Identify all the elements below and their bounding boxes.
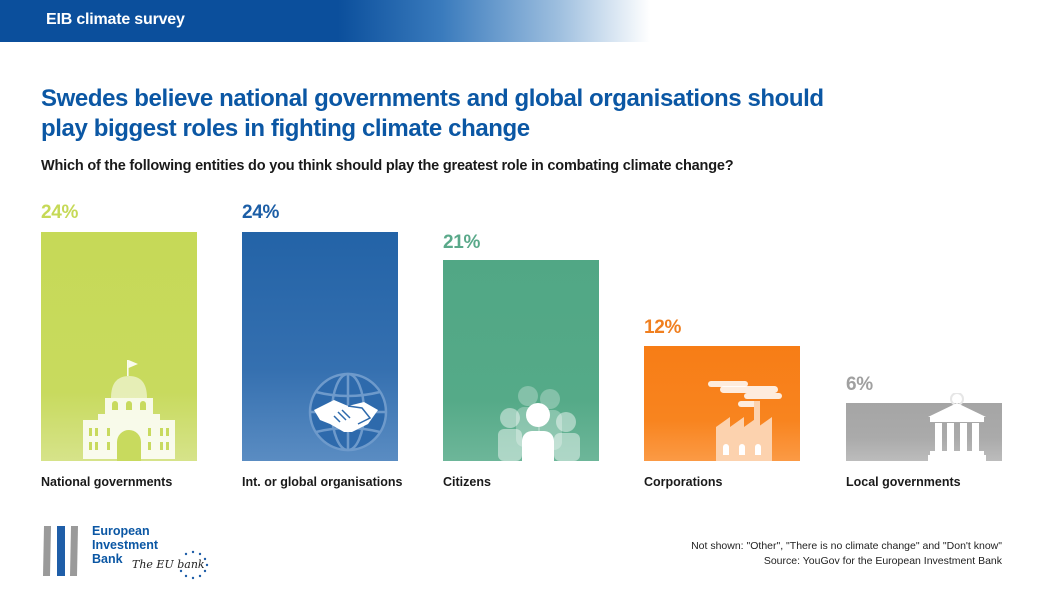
bar-value: 24% bbox=[242, 202, 280, 223]
eib-logo-text: European Investment Bank bbox=[92, 524, 158, 566]
logo-line-european: European bbox=[92, 524, 150, 538]
chart-subtitle: Which of the following entities do you t… bbox=[41, 158, 734, 174]
bar-citizens bbox=[443, 260, 599, 461]
bar-value: 6% bbox=[846, 374, 873, 395]
bar-local-governments bbox=[846, 393, 1002, 461]
not-shown-note: Not shown: "Other", "There is no climate… bbox=[691, 540, 1002, 552]
bar-value: 12% bbox=[644, 317, 682, 338]
band-title: EIB climate survey bbox=[46, 11, 185, 28]
source-note: Source: YouGov for the European Investme… bbox=[763, 555, 1002, 567]
eib-logo: European Investment Bank The EU bank bbox=[40, 522, 220, 584]
bar-global-organisations bbox=[242, 232, 398, 461]
globe-handshake-icon bbox=[308, 372, 388, 452]
category-label-local-governments: Local governments bbox=[846, 475, 961, 489]
eu-stars-icon bbox=[179, 550, 209, 580]
bar-value: 24% bbox=[41, 202, 79, 223]
town-hall-icon bbox=[928, 393, 986, 461]
category-label-national-governments: National governments bbox=[41, 475, 173, 489]
eib-logo-mark-icon bbox=[43, 526, 78, 576]
bar-national-governments bbox=[41, 232, 197, 461]
logo-line-bank: Bank bbox=[92, 552, 123, 566]
category-label-global-organisations: Int. or global organisations bbox=[242, 475, 403, 489]
factory-icon bbox=[708, 381, 782, 461]
people-group-icon bbox=[498, 386, 580, 461]
category-label-citizens: Citizens bbox=[443, 475, 491, 489]
eib-tagline: The EU bank bbox=[132, 558, 205, 571]
logo-line-investment: Investment bbox=[92, 538, 158, 552]
chart-title: Swedes believe national governments and … bbox=[41, 85, 824, 142]
bar-corporations bbox=[644, 346, 800, 461]
footnote: Not shown: "Other", "There is no climate… bbox=[691, 539, 1002, 569]
capitol-building-icon bbox=[83, 360, 175, 461]
header-band: EIB climate survey bbox=[0, 0, 650, 42]
category-label-corporations: Corporations bbox=[644, 475, 723, 489]
bar-value: 21% bbox=[443, 232, 481, 253]
